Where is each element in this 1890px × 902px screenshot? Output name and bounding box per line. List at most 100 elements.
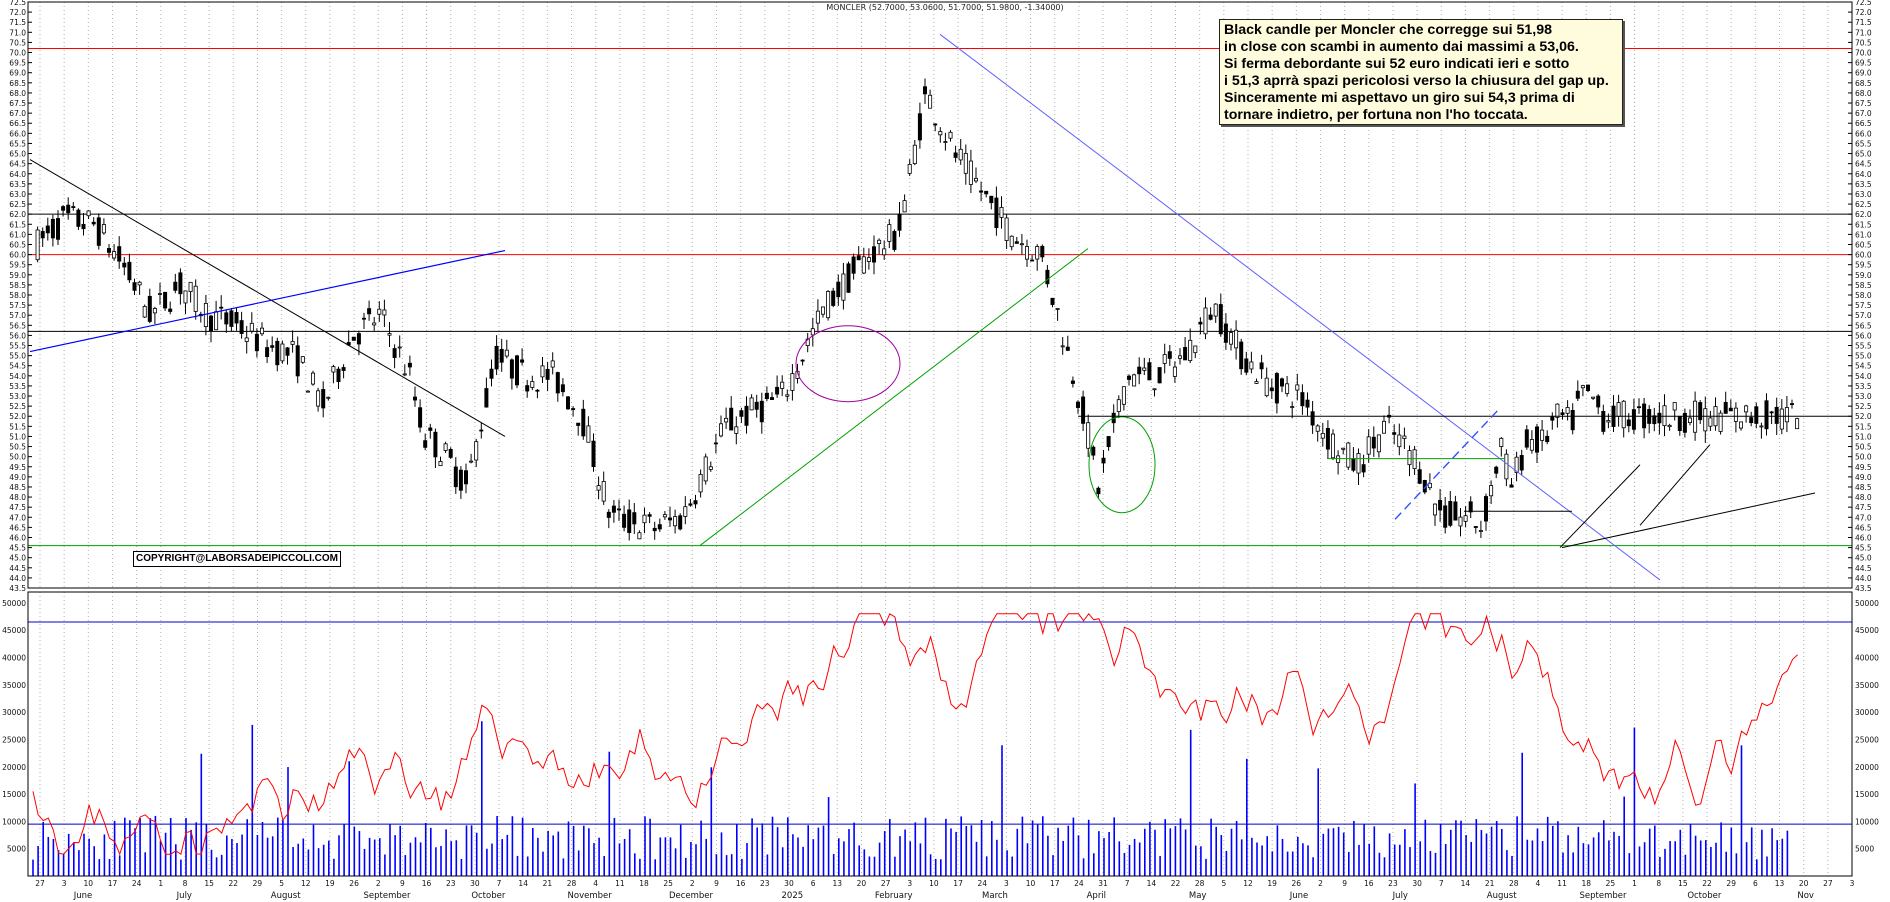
candle [1652,407,1657,432]
volume-tick-left: 30000 [2,708,26,717]
candle [821,306,826,318]
candle [892,229,897,252]
candle-body [1749,417,1754,424]
candle-body [856,255,861,261]
candle-body [56,218,61,240]
candle [1790,399,1795,409]
candle [1218,293,1223,337]
candle-body [1637,406,1642,409]
candle [1280,377,1285,393]
candle [280,340,285,364]
y-tick-label-right: 62.0 [1855,210,1872,219]
x-day-label: 15 [1678,879,1688,888]
candle-body [463,470,468,485]
volume-tick-left: 15000 [2,790,26,799]
y-tick-label-right: 70.5 [1855,38,1872,47]
candle [912,139,917,166]
x-day-label: 23 [760,879,770,888]
candle-body [1728,407,1733,412]
candle [1030,255,1035,262]
x-day-label: 11 [1557,879,1567,888]
candle [1157,367,1162,384]
candle [259,322,264,337]
candle [418,399,423,433]
candle-body [739,410,744,417]
candle [1575,380,1580,401]
candle-body [336,368,341,383]
x-month-label: June [73,891,93,901]
candle-body [1060,345,1065,348]
candle [984,190,989,198]
candle [1213,303,1218,323]
candle [1438,488,1443,522]
candle [943,132,948,151]
candle [203,294,208,336]
candle-body [474,441,479,461]
candle [1300,384,1305,415]
candle [1101,449,1106,473]
candle [719,415,724,438]
candle [305,390,310,393]
candle [775,375,780,398]
x-day-label: 9 [400,879,405,888]
y-tick-label-left: 71.0 [9,28,26,37]
candle [933,123,938,132]
candle [504,339,509,359]
candle [611,500,616,523]
x-day-label: 22 [1702,879,1712,888]
y-tick-label-left: 66.5 [9,119,26,128]
x-day-label: 29 [253,879,263,888]
candle [1188,328,1193,364]
volume-tick-left: 50000 [2,599,26,608]
candle-body [265,347,270,358]
candle-body [438,461,443,467]
candle [76,208,81,231]
candle-body [509,359,514,379]
volume-tick-right: 20000 [1855,763,1879,772]
candle-body [560,384,565,393]
candle-body [1285,383,1290,394]
candle [861,247,866,275]
candle [1545,430,1550,445]
candle [351,336,356,341]
candle [968,149,973,194]
candle-body [596,485,601,491]
candle [423,433,428,451]
candle [132,278,137,296]
candle [729,396,734,431]
candle-body [1672,402,1677,411]
candle-body [882,248,887,256]
candle [1682,408,1687,438]
uptrend-line-blue [29,249,506,353]
candle [1264,367,1269,398]
candle-body [1774,406,1779,424]
candle-body [1764,400,1769,430]
x-day-label: 4 [593,879,598,888]
x-day-label: 4 [1536,879,1541,888]
y-tick-label-left: 44.5 [9,564,26,573]
x-month-label: July [1392,891,1408,901]
candle [1504,449,1509,487]
y-tick-label-right: 70.0 [1855,49,1872,58]
x-day-label: 22 [1171,879,1181,888]
candle [560,378,565,397]
candle [1560,408,1565,420]
candle [443,441,448,454]
candle-body [1739,421,1744,429]
x-day-label: 7 [1125,879,1130,888]
candle-body [1397,434,1402,448]
candle [606,509,611,529]
price-candles [35,78,1800,541]
y-tick-label-right: 60.5 [1855,240,1872,249]
candle-body [259,327,264,335]
candle-body [448,449,453,458]
candle [617,499,622,521]
candle-body [76,209,81,227]
x-month-label: June [1289,891,1309,901]
x-day-label: 5 [1221,879,1226,888]
candle [1076,400,1081,414]
volume-tick-left: 10000 [2,817,26,826]
candle-body [1193,345,1198,354]
candle [1754,402,1759,429]
candle [66,197,71,220]
